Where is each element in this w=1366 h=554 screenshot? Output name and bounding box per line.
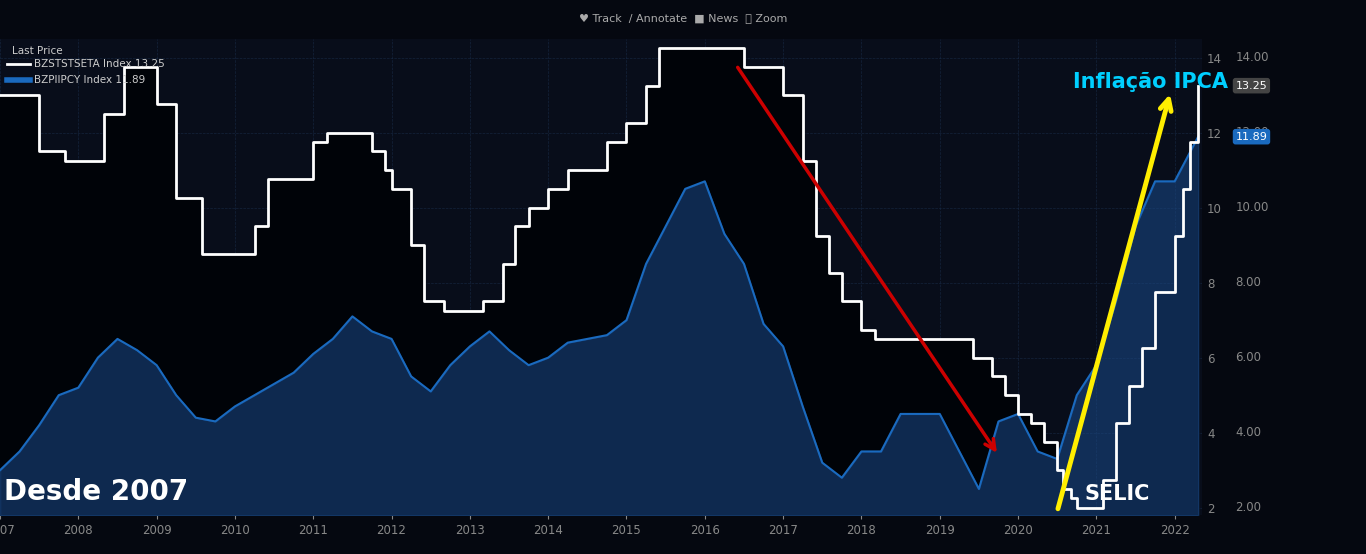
Text: BZSTSTSETA Index 13.25: BZSTSTSETA Index 13.25 — [34, 59, 165, 69]
Text: 10.00: 10.00 — [1236, 201, 1269, 214]
Text: BZPIIPCY Index 11.89: BZPIIPCY Index 11.89 — [34, 75, 146, 85]
Text: 12.00: 12.00 — [1236, 126, 1269, 139]
Text: 6.00: 6.00 — [1236, 351, 1262, 364]
Text: ♥ Track  ∕ Annotate  ■ News  ⌕ Zoom: ♥ Track ∕ Annotate ■ News ⌕ Zoom — [579, 14, 787, 24]
Text: 11.89: 11.89 — [1236, 132, 1268, 142]
Text: 14.00: 14.00 — [1236, 51, 1269, 64]
Text: Inflação IPCA: Inflação IPCA — [1072, 71, 1228, 91]
Text: 13.25: 13.25 — [1236, 81, 1268, 91]
Text: SELIC: SELIC — [1085, 484, 1150, 504]
Text: Last Price: Last Price — [12, 47, 63, 57]
Text: 8.00: 8.00 — [1236, 276, 1261, 289]
Text: 4.00: 4.00 — [1236, 426, 1262, 439]
Text: Desde 2007: Desde 2007 — [4, 478, 189, 506]
Text: 2.00: 2.00 — [1236, 501, 1262, 514]
